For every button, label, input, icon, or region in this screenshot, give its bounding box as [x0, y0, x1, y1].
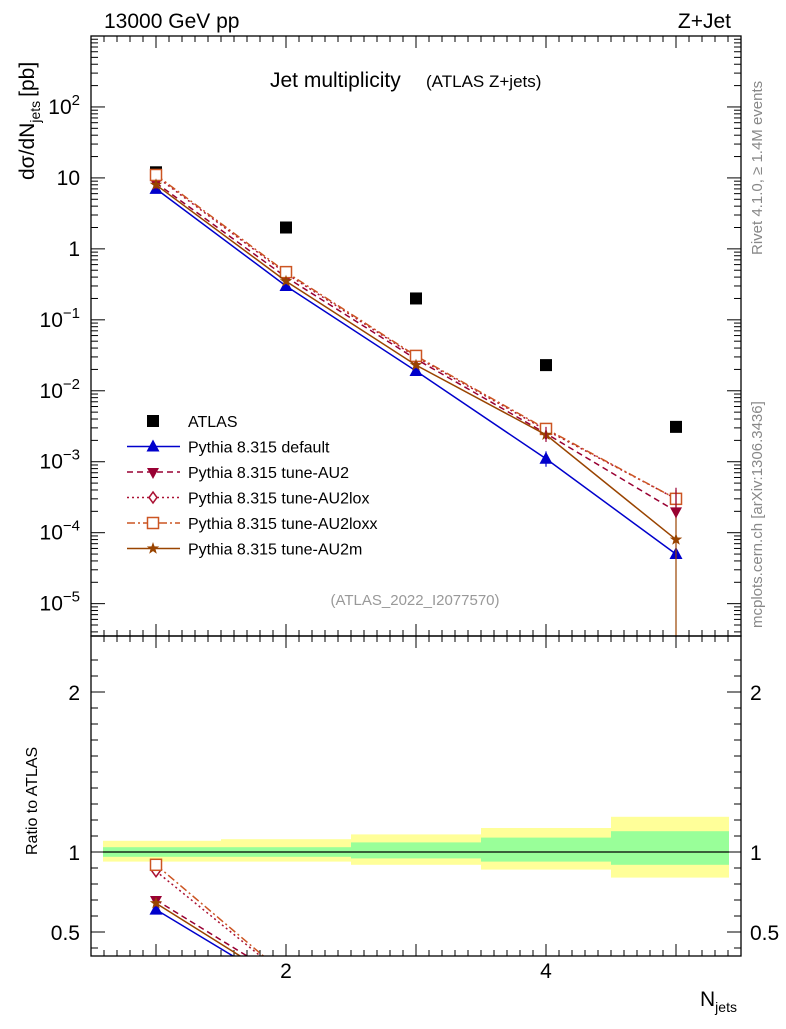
- svg-text:dσ/dNjets[pb]: dσ/dNjets [pb]: [16, 62, 43, 180]
- data-point-atlas: [410, 292, 422, 304]
- process-label: Z+Jet: [678, 10, 731, 33]
- plot-title: Jet multiplicity: [270, 69, 401, 92]
- plot-title-suffix: (ATLAS Z+jets): [426, 72, 541, 91]
- mcplots-label: mcplots.cern.ch [arXiv:1306.3436]: [749, 401, 766, 628]
- ratio-line-au2lox: [156, 871, 286, 977]
- data-point-atlas: [540, 359, 552, 371]
- ratio-line-au2loxx: [156, 865, 286, 975]
- ratio-line-au2m: [156, 903, 286, 985]
- main-y-label-main: dσ/dN: [16, 123, 39, 180]
- legend-label-au2lox: Pythia 8.315 tune-AU2lox: [188, 491, 369, 508]
- main-y-tick-label: 102: [48, 92, 80, 119]
- main-y-tick-label: 10−4: [40, 518, 80, 545]
- ratio-y-tick-label-right: 0.5: [750, 922, 779, 945]
- svg-text:Njets: Njets: [700, 988, 737, 1015]
- legend-label-atlas: ATLAS: [188, 414, 238, 431]
- ratio-band-inner: [481, 838, 611, 862]
- error-bars: [546, 427, 676, 636]
- data-point-atlas: [670, 421, 682, 433]
- x-tick-label: 4: [540, 960, 552, 983]
- ratio-band-inner: [611, 831, 729, 865]
- ratio-y-axis-label: Ratio to ATLAS: [24, 747, 41, 855]
- rivet-plot: 13000 GeV pp Z+Jet Rivet 4.1.0, ≥ 1.4M e…: [0, 0, 786, 1024]
- x-tick-label: 2: [280, 960, 292, 983]
- ratio-series: [150, 859, 287, 988]
- ratio-line-au2: [156, 900, 286, 980]
- legend-marker-au2: [147, 468, 159, 479]
- series-atlas: [150, 166, 682, 433]
- legend-label-au2m: Pythia 8.315 tune-AU2m: [188, 542, 362, 559]
- data-point-atlas: [280, 222, 292, 234]
- legend: ATLAS Pythia 8.315 default Pythia 8.315 tu…: [127, 414, 377, 559]
- legend-marker-atlas: [147, 415, 159, 427]
- main-y-tick-label: 10−5: [40, 589, 80, 616]
- legend-label-default: Pythia 8.315 default: [188, 440, 330, 457]
- legend-label-au2: Pythia 8.315 tune-AU2: [188, 465, 349, 482]
- ratio-y-tick-label-left: 2: [68, 682, 80, 705]
- ratio-y-tick-label-left: 1: [68, 842, 80, 865]
- legend-marker-default: [147, 440, 160, 452]
- ratio-y-tick-label-left: 0.5: [51, 922, 80, 945]
- legend-marker-au2lox: [149, 492, 157, 503]
- rivet-version-label: Rivet 4.1.0, ≥ 1.4M events: [749, 81, 766, 255]
- main-y-label-unit: [pb]: [16, 62, 39, 97]
- ratio-band-inner: [351, 842, 481, 858]
- ratio-y-tick-label-right: 2: [750, 682, 762, 705]
- ratio-point-au2loxx: [151, 859, 162, 870]
- legend-marker-au2loxx: [148, 518, 159, 529]
- analysis-id: (ATLAS_2022_I2077570): [330, 592, 499, 609]
- main-y-tick-label: 10−1: [40, 305, 80, 332]
- ratio-frame: [91, 636, 741, 956]
- legend-marker-au2m: [147, 542, 159, 554]
- series-line-au2: [156, 183, 676, 511]
- ratio-uncertainty-bands: [103, 817, 729, 878]
- x-axis-label: Njets: [700, 988, 737, 1015]
- beam-energy-label: 13000 GeV pp: [104, 10, 239, 33]
- ratio-series-clipped: [150, 859, 287, 988]
- x-label-main: N: [700, 988, 715, 1011]
- main-y-tick-label: 1: [68, 238, 80, 261]
- main-y-tick-label: 10−3: [40, 447, 80, 474]
- main-y-axis-label: dσ/dNjets [pb]: [16, 62, 43, 180]
- x-label-sub: jets: [714, 999, 737, 1015]
- legend-label-au2loxx: Pythia 8.315 tune-AU2loxx: [188, 516, 377, 533]
- main-series: [150, 166, 683, 636]
- ratio-y-tick-label-right: 1: [750, 842, 762, 865]
- main-y-tick-label: 10−2: [40, 376, 80, 403]
- main-y-label-sub: jets: [27, 101, 43, 124]
- ratio-line-default: [156, 910, 286, 988]
- main-y-tick-label: 10: [57, 167, 80, 190]
